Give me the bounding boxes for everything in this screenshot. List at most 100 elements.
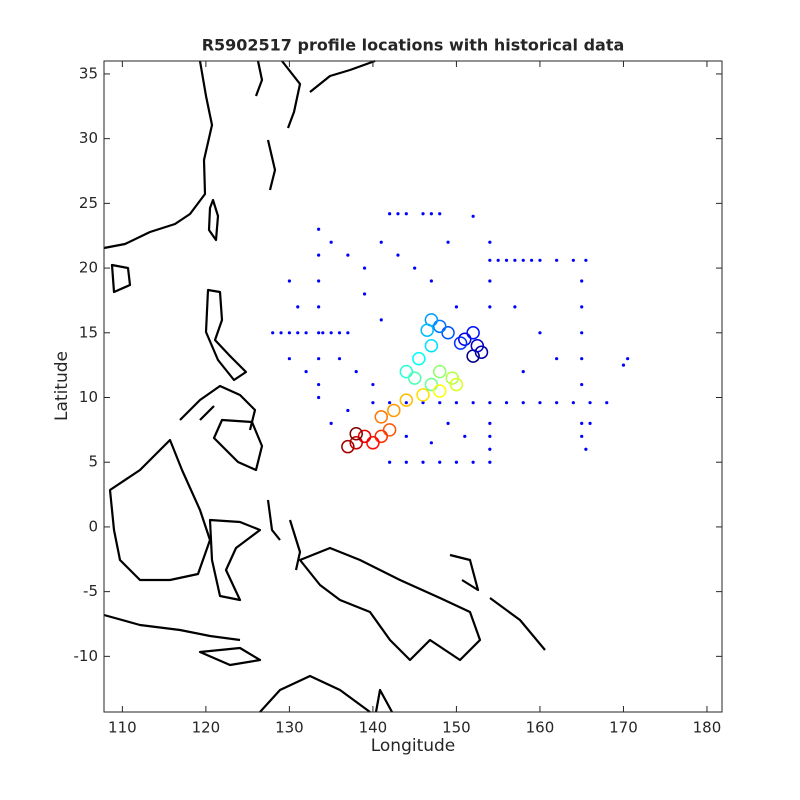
historical-point (538, 258, 542, 262)
historical-point (446, 421, 450, 425)
coast-mindanao (212, 418, 264, 472)
x-tick-label: 130 (275, 719, 304, 737)
historical-point (555, 258, 559, 262)
historical-point (454, 305, 459, 309)
coast-taiwan (207, 198, 220, 242)
coast-lesser-sunda (103, 613, 262, 667)
y-tick-label: 10 (79, 388, 98, 406)
historical-point (446, 240, 450, 244)
historical-point (580, 357, 584, 361)
historical-point (588, 421, 592, 425)
profile-marker (453, 336, 468, 350)
historical-point (555, 357, 559, 361)
profile-marker (449, 377, 464, 392)
profile-marker (466, 326, 480, 340)
historical-point (438, 401, 442, 405)
historical-point (626, 357, 630, 361)
historical-point (421, 212, 425, 216)
profile-marker (399, 364, 414, 379)
profile-marker (432, 364, 447, 379)
historical-point (580, 305, 584, 309)
profile-marker (432, 384, 447, 398)
historical-point (346, 253, 350, 257)
historical-point (421, 460, 425, 464)
y-tick-label: 30 (79, 129, 98, 147)
historical-point (413, 266, 417, 270)
historical-point (396, 212, 400, 216)
historical-point (584, 258, 588, 262)
coast-newbritain (449, 553, 546, 651)
x-tick-label: 180 (693, 719, 722, 737)
historical-point (529, 258, 534, 262)
historical-point (521, 258, 525, 262)
historical-point (521, 370, 525, 374)
coastlines (103, 59, 546, 713)
coast-mainland (103, 60, 214, 250)
historical-point (429, 441, 433, 445)
historical-point (388, 460, 392, 464)
x-axis-label: Longitude (371, 736, 456, 756)
plot-frame (103, 60, 723, 713)
historical-point (471, 214, 475, 218)
coast-newguinea (298, 546, 482, 662)
historical-point (304, 331, 308, 335)
x-tick-label: 170 (609, 719, 638, 737)
historical-point (488, 447, 492, 451)
historical-point (538, 331, 542, 335)
historical-point (555, 401, 559, 405)
profile-marker (349, 436, 363, 450)
coast-visayas (179, 384, 257, 431)
historical-point (605, 401, 609, 405)
profile-marker (432, 319, 447, 334)
historical-point (287, 357, 291, 361)
historical-point (454, 460, 459, 464)
historical-point (496, 258, 500, 262)
profile-marker (407, 371, 422, 385)
historical-point (404, 460, 408, 464)
historical-point (471, 401, 475, 405)
profile-marker (349, 426, 363, 441)
x-tick-label: 120 (192, 719, 221, 737)
historical-point (454, 401, 459, 405)
historical-point (379, 240, 383, 244)
y-tick-label: 0 (88, 517, 98, 535)
profile-marker (374, 429, 389, 444)
profile-marker (441, 326, 455, 340)
profile-marker (458, 332, 472, 347)
profile-marker (470, 338, 485, 353)
historical-point (488, 421, 492, 425)
historical-point (404, 434, 408, 438)
historical-point (488, 279, 492, 283)
y-tick-label: -5 (83, 582, 98, 600)
historical-point (337, 331, 342, 335)
historical-point (317, 331, 321, 335)
historical-point (317, 305, 321, 309)
historical-point (287, 279, 291, 283)
historical-point (580, 382, 584, 387)
historical-point (580, 434, 584, 438)
historical-point (488, 258, 492, 262)
profile-marker (416, 388, 430, 402)
profile-marker (424, 377, 439, 392)
historical-point (421, 401, 425, 405)
profile-marker (382, 423, 397, 437)
y-axis-label: Latitude (52, 351, 72, 421)
historical-point (621, 363, 626, 367)
historical-point (354, 370, 358, 374)
y-tick-label: 20 (79, 259, 98, 277)
historical-point (379, 318, 383, 322)
historical-point (580, 421, 584, 425)
profile-marker (412, 351, 426, 366)
x-tick-label: 140 (359, 719, 388, 737)
historical-point (504, 258, 509, 262)
coast-borneo (108, 438, 212, 582)
historical-point (362, 292, 367, 296)
historical-point (488, 240, 492, 244)
profile-marker (357, 429, 372, 444)
historical-point (513, 258, 517, 262)
historical-point (304, 370, 308, 374)
historical-point (488, 434, 492, 438)
x-tick-label: 150 (442, 719, 471, 737)
profile-marker (341, 439, 355, 454)
historical-point (296, 305, 300, 309)
